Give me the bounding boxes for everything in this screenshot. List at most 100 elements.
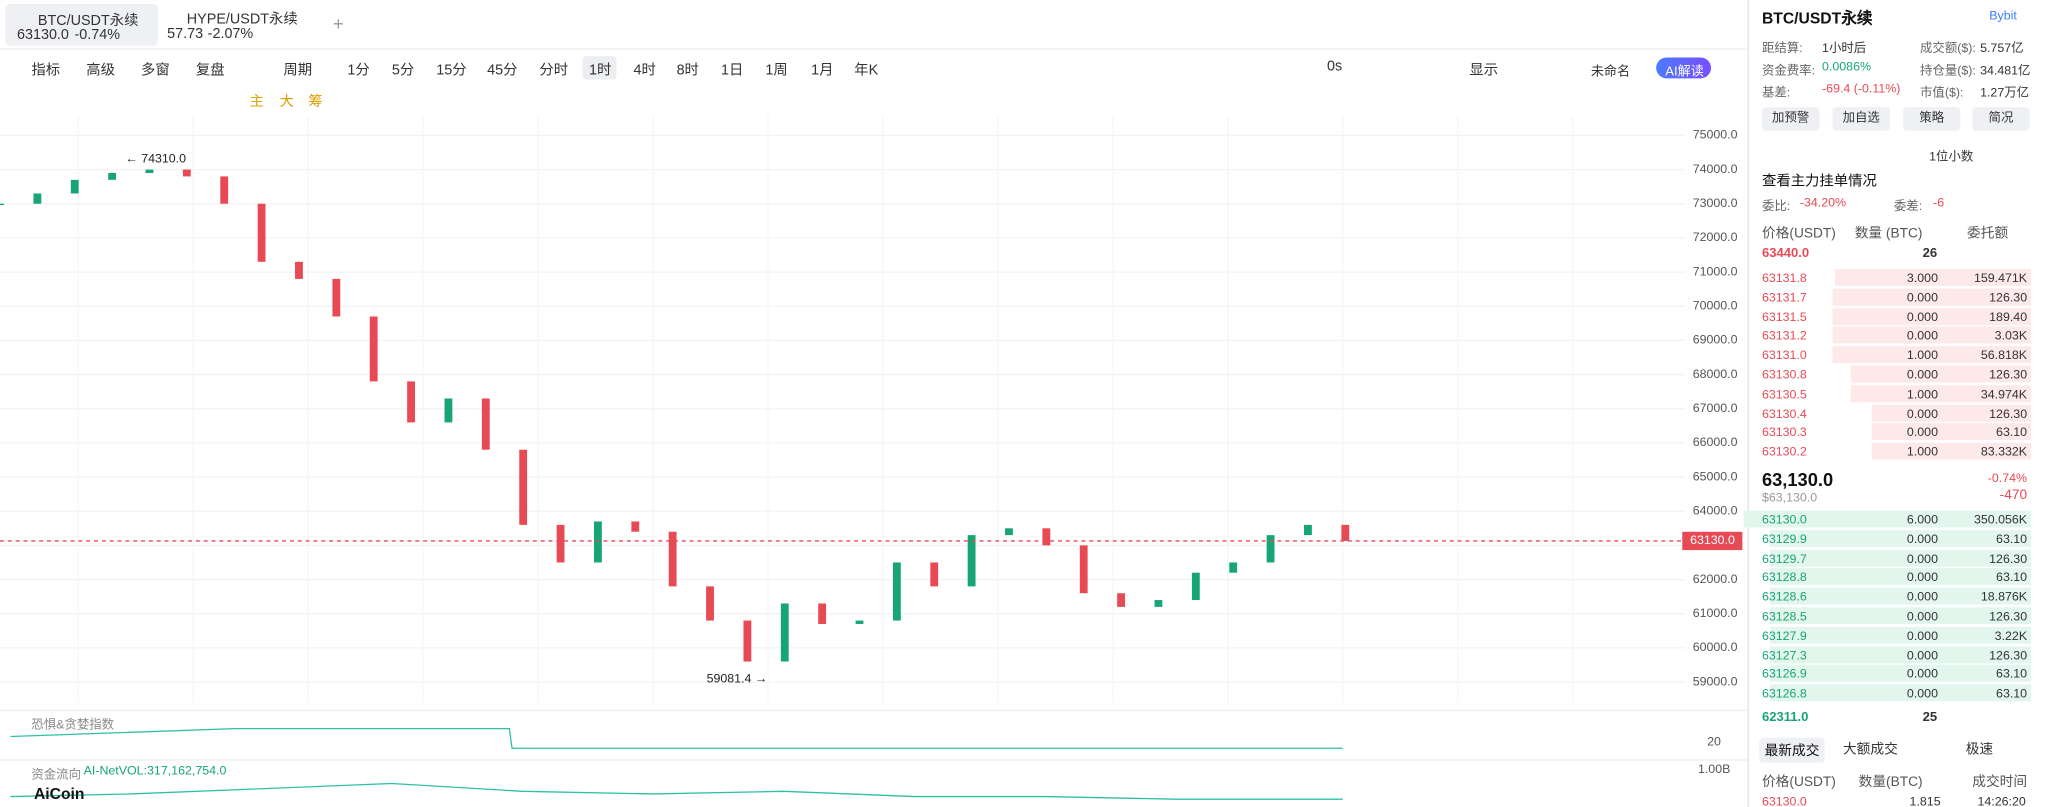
depth-bar: [1832, 346, 2032, 364]
book-total: 63.10: [1996, 426, 2028, 441]
candle: [108, 172, 117, 180]
book-qty: 0.000: [1906, 551, 1938, 567]
candle: [706, 586, 714, 621]
period-button[interactable]: 45分: [487, 62, 518, 79]
trade-tab[interactable]: 大额成交: [1842, 741, 1898, 758]
book-price: 63127.9: [1761, 629, 1807, 644]
display-button[interactable]: 显示: [1469, 62, 1499, 79]
panel-button[interactable]: 加自选: [1832, 107, 1890, 131]
draw-tool[interactable]: 大: [279, 94, 294, 110]
trade-header: 成交时间: [1972, 774, 2028, 791]
candle: [444, 398, 453, 423]
layout-name[interactable]: 未命名: [1590, 65, 1631, 80]
period-button[interactable]: 年K: [854, 62, 879, 79]
book-total: 126.30: [1989, 368, 2028, 383]
stat-label: 资金费率:: [1761, 63, 1816, 79]
book-price: 63127.3: [1761, 648, 1807, 663]
y-tick-label: 71000.0: [1693, 264, 1738, 278]
book-total: 63.10: [1996, 532, 2028, 547]
decimals-select[interactable]: 1位小数: [1929, 150, 1974, 165]
fast-toggle[interactable]: 极速: [1965, 741, 1994, 758]
candle: [257, 203, 266, 262]
indicator-name: 恐惧&贪婪指数: [31, 718, 115, 733]
last-price: 63,130.0: [1761, 468, 1834, 490]
panel-button[interactable]: 简况: [1972, 107, 2030, 131]
book-qty: 0.000: [1906, 629, 1938, 644]
depth-bar: [1769, 607, 2032, 625]
book-qty: 0.000: [1906, 290, 1938, 306]
candle: [892, 562, 901, 621]
panel-button[interactable]: 加预警: [1761, 107, 1820, 131]
depth-bar: [1850, 365, 2032, 383]
high-annotation: ← 74310.0: [125, 151, 186, 165]
draw-tool[interactable]: 主: [249, 94, 264, 110]
book-price: 63130.4: [1761, 406, 1807, 422]
period-button[interactable]: 分时: [539, 62, 569, 79]
toolbar-button[interactable]: 复盘: [195, 62, 225, 79]
tab-symbol[interactable]: HYPE/USDT永续: [186, 11, 298, 28]
ai-button[interactable]: AI解读: [1665, 65, 1704, 80]
main-orders-toggle[interactable]: 查看主力挂单情况: [1761, 173, 1877, 190]
stat-label: 市值($):: [1919, 86, 1964, 101]
candle: [70, 179, 79, 194]
tab-change[interactable]: -2.07%: [207, 26, 254, 42]
period-button[interactable]: 4时: [633, 62, 656, 79]
draw-tool[interactable]: 筹: [308, 94, 323, 110]
logo: AiCoin: [33, 784, 85, 804]
tab-change[interactable]: -0.74%: [74, 27, 120, 44]
book-qty: 6.000: [1906, 513, 1938, 528]
toolbar-button[interactable]: 高级: [86, 62, 115, 79]
candle: [33, 193, 42, 204]
period-button[interactable]: 1周: [765, 62, 788, 79]
candle: [220, 176, 229, 204]
depth-bar: [1769, 645, 2032, 663]
toolbar-button[interactable]: 指标: [31, 62, 61, 79]
book-qty: 0.000: [1906, 571, 1938, 586]
exchange-link[interactable]: Bybit: [1989, 9, 2017, 24]
book-price: 63130.3: [1761, 426, 1807, 441]
candle: [481, 398, 490, 450]
trade-qty: 1.815: [1909, 795, 1941, 807]
tab-price[interactable]: 57.73: [167, 26, 204, 42]
book-header: 委托额: [1967, 225, 2009, 242]
y-tick-label: 64000.0: [1693, 503, 1738, 517]
book-price: 63126.8: [1761, 687, 1807, 702]
period-button[interactable]: 1日: [720, 62, 744, 79]
toolbar-button[interactable]: 多窗: [141, 62, 170, 79]
depth-bar: [1769, 665, 2032, 683]
panel-button[interactable]: 策略: [1903, 107, 1961, 131]
book-qty: 0.000: [1906, 687, 1938, 702]
period-button[interactable]: 15分: [436, 62, 467, 79]
book-qty: 1.000: [1906, 348, 1938, 364]
book-total: 126.30: [1989, 609, 2028, 625]
trade-tab[interactable]: 最新成交: [1759, 737, 1825, 763]
candle: [1191, 572, 1200, 601]
book-price: 63130.5: [1761, 387, 1807, 402]
candle: [1266, 535, 1275, 563]
book-price: 63131.5: [1761, 310, 1807, 325]
period-button[interactable]: 1月: [811, 62, 834, 79]
candle: [369, 316, 378, 382]
book-top-qty: 26: [1922, 246, 1938, 262]
book-price: 63130.2: [1761, 445, 1807, 460]
candle: [1005, 528, 1013, 536]
add-tab[interactable]: +: [333, 13, 344, 34]
book-total: 126.30: [1989, 551, 2028, 567]
book-price: 63128.5: [1761, 609, 1807, 625]
ratio-value: -34.20%: [1799, 195, 1847, 211]
tab-price[interactable]: 63130.0: [16, 27, 69, 44]
period-button[interactable]: 8时: [676, 62, 699, 79]
candle: [818, 603, 827, 624]
indicator-axis: 20: [1707, 735, 1721, 750]
period-menu[interactable]: 周期: [283, 62, 313, 79]
period-button[interactable]: 5分: [391, 62, 415, 79]
period-button[interactable]: 1分: [347, 62, 370, 79]
book-price: 63129.7: [1761, 551, 1807, 567]
candle: [743, 620, 752, 662]
book-price: 63131.7: [1761, 290, 1807, 306]
period-button[interactable]: 1时: [589, 62, 612, 79]
tab-symbol[interactable]: BTC/USDT永续: [37, 13, 139, 29]
book-total: 126.30: [1989, 290, 2028, 306]
